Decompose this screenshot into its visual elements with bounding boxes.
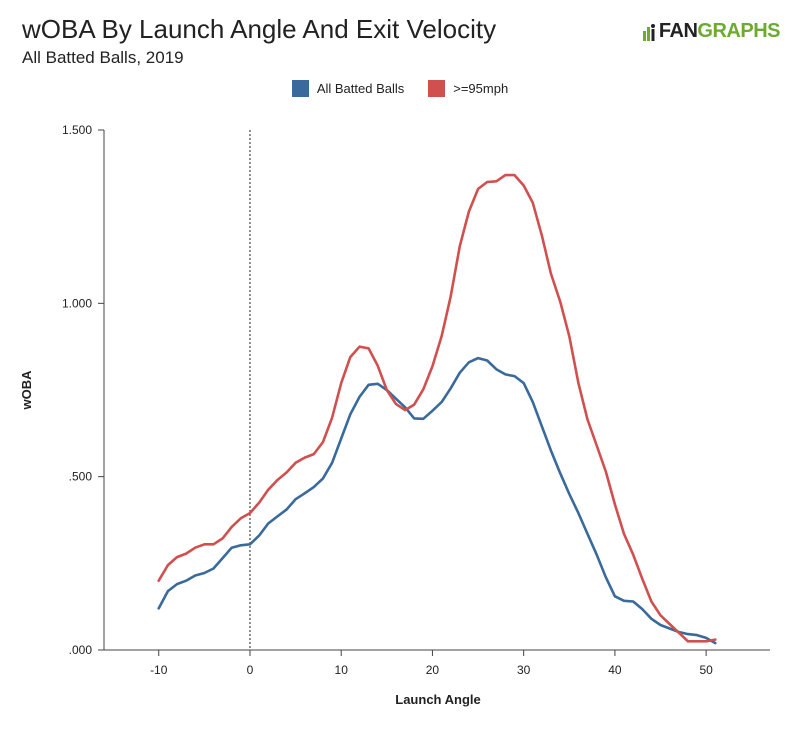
chart-title: wOBA By Launch Angle And Exit Velocity (22, 14, 497, 44)
series-line-all-batted-balls[interactable] (157, 356, 717, 645)
batter-icon (642, 23, 656, 41)
x-tick-label: -10 (150, 663, 168, 677)
logo-text-dark: FAN (658, 20, 698, 42)
y-tick-label: 1.500 (62, 123, 92, 137)
legend-item-all[interactable]: All Batted Balls (291, 80, 405, 97)
x-tick-label: 40 (608, 663, 622, 677)
x-tick-label: 50 (699, 663, 713, 677)
x-tick-label: 30 (517, 663, 531, 677)
legend-swatch-95mph (428, 80, 446, 97)
y-tick-label: .500 (69, 470, 93, 484)
x-tick-label: 20 (426, 663, 440, 677)
y-tick-label: .000 (69, 643, 93, 657)
legend-label-95mph: >=95mph (453, 81, 509, 96)
y-tick-label: 1.000 (62, 296, 92, 310)
logo-text-green: GRAPHS (697, 20, 780, 42)
chart-subtitle: All Batted Balls, 2019 (22, 48, 184, 67)
series-line-95mph[interactable] (157, 173, 717, 643)
legend-label-all: All Batted Balls (316, 81, 405, 96)
fangraphs-logo: FAN GRAPHS (642, 20, 780, 43)
legend-item-95mph[interactable]: >=95mph (428, 80, 508, 97)
x-tick-label: 0 (247, 663, 254, 677)
x-axis-label: Launch Angle (395, 692, 480, 707)
x-tick-label: 10 (335, 663, 349, 677)
legend-swatch-all (291, 80, 309, 97)
legend: All Batted Balls >=95mph (0, 80, 800, 97)
y-axis-label: wOBA (19, 370, 34, 411)
